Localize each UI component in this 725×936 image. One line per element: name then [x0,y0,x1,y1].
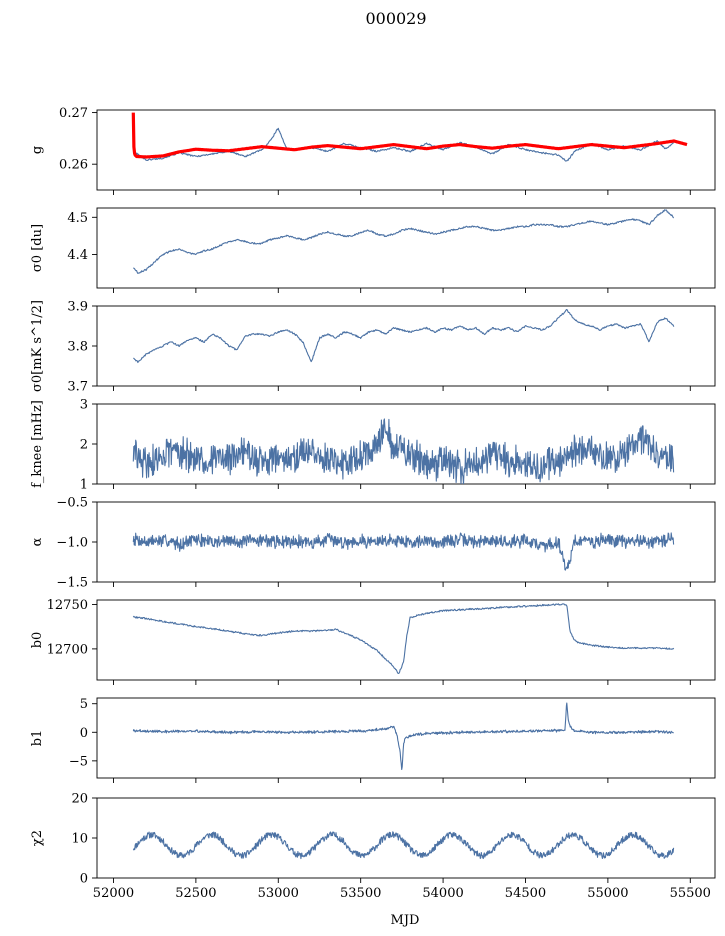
series-line-b1 [132,702,674,771]
y-axis-label-sigma0-mks: σ0[mK s^1/2] [30,300,45,392]
panel-g: 0.26 0.27 g [30,106,716,195]
x-tick-label: 53000 [258,886,299,901]
y-tick-label-alpha: −1.0 [56,536,88,551]
panel-frame-b0 [96,599,716,681]
y-tick-label-sigma0-mks: 3.8 [67,340,88,355]
x-tick-label: 52000 [93,886,134,901]
y-tick-label-alpha: −1.5 [56,576,88,591]
y-tick-label-sigma0-du: 4.4 [67,248,88,263]
y-tick-label-chi2: 10 [71,832,88,847]
x-tick-label: 55000 [587,886,628,901]
y-axis-label-sigma0-du: σ0 [du] [30,224,45,272]
panel-frame-sigma0-mks [96,305,716,387]
y-tick-label-alpha: −0.5 [56,496,88,511]
y-tick-label-b0: 12750 [47,598,88,613]
y-tick-label-fknee: 2 [80,438,88,453]
series-line-sigma0-du [133,209,675,274]
y-tick-label-g: 0.26 [59,158,88,173]
panel-sigma0-mks: 3.7 3.8 3.9 σ0[mK s^1/2] [30,300,716,395]
panel-frame-b1 [96,697,716,779]
y-axis-label-g: g [30,146,45,154]
y-tick-label-fknee: 1 [80,478,88,493]
panel-b1: −5 0 5 b1 [30,697,716,783]
y-tick-label-chi2: 0 [80,872,88,887]
series-line-alpha [132,532,675,571]
series-line-sigma0-mks [133,309,675,364]
panel-sigma0-du: 4.4 4.5 σ0 [du] [30,207,716,293]
series-line-fknee [132,418,675,484]
y-tick-label-b0: 12700 [47,642,88,657]
y-tick-label-sigma0-mks: 3.7 [67,380,88,395]
y-tick-label-chi2: 20 [71,792,88,807]
panel-frame-sigma0-du [96,207,716,289]
y-axis-label-b0: b0 [30,632,45,649]
panels: 0.26 0.27 g 4.4 4.5 σ0 [du] 3.7 3.8 3.9 σ0[mK s^1… [30,106,716,901]
y-tick-label-sigma0-du: 4.5 [67,211,88,226]
y-tick-label-g: 0.27 [59,106,88,121]
y-tick-label-sigma0-mks: 3.9 [67,300,88,315]
y-tick-label-b1: 5 [80,697,88,712]
x-tick-label: 52500 [175,886,216,901]
panel-chi2: 0 10 20 52000 52500 53000 53500 54000 54500 55000… [30,792,716,901]
panel-alpha: −1.5 −1.0 −0.5 α [30,496,716,591]
x-tick-label: 53500 [340,886,381,901]
series-line-b0 [132,603,675,674]
model-line-g [131,112,688,159]
panel-fknee: 1 2 3 f_knee [mHz] [30,398,716,493]
series-line-g [133,127,674,162]
y-tick-label-b1: 0 [80,726,88,741]
y-axis-label-b1: b1 [30,730,45,747]
x-tick-label: 54500 [505,886,546,901]
figure-title: 000029 [365,9,426,28]
y-axis-label-chi2: χ2 [30,830,45,846]
panel-b0: 12700 12750 b0 [30,598,716,685]
x-axis-label: MJD [391,913,420,928]
y-tick-label-fknee: 3 [80,398,88,413]
panel-frame-g [96,109,716,191]
x-tick-label: 55500 [670,886,711,901]
y-axis-label-alpha: α [30,537,45,546]
series-line-chi2 [132,831,675,860]
x-tick-label: 54000 [422,886,463,901]
y-axis-label-fknee: f_knee [mHz] [30,400,45,488]
y-tick-label-b1: −5 [69,754,88,769]
